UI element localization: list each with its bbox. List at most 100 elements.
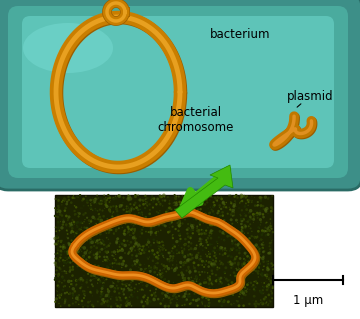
Point [143,193,148,198]
Point [189,252,194,257]
Point [145,220,151,226]
Point [141,275,147,280]
Point [221,298,227,303]
Point [95,263,101,269]
Point [180,215,186,220]
Point [65,251,71,256]
Point [110,211,116,216]
Point [177,233,183,238]
Point [116,278,121,283]
Point [111,231,117,236]
Point [199,231,205,236]
Point [76,302,82,307]
Point [97,224,103,229]
Point [265,267,271,272]
Point [93,221,99,226]
Point [239,296,245,301]
Point [196,239,202,244]
Point [81,261,87,266]
Point [124,299,130,304]
Point [221,218,227,223]
Point [84,248,90,253]
Point [106,230,112,235]
Point [129,292,134,297]
Point [109,279,115,284]
Point [89,273,95,278]
Point [190,204,195,209]
Point [113,228,119,234]
Point [163,264,168,269]
Point [270,286,275,291]
Point [238,213,244,218]
Point [84,226,90,231]
Point [238,229,244,234]
Point [216,276,221,281]
Point [235,220,240,225]
Point [115,213,121,218]
Point [165,290,171,295]
Point [101,300,107,305]
Point [197,272,203,278]
Point [136,270,141,275]
Point [58,239,64,244]
Point [171,292,177,297]
Point [56,284,62,289]
Point [101,296,107,301]
Point [138,251,144,256]
Point [82,217,88,222]
Point [94,275,100,280]
Point [112,275,118,280]
Point [261,280,267,286]
Point [238,268,243,273]
Point [156,246,162,251]
Point [76,277,82,282]
Point [147,288,153,293]
Point [237,279,243,284]
Point [92,196,98,201]
Point [181,293,187,299]
Point [265,226,270,231]
Point [72,256,78,261]
Point [240,262,246,267]
Point [80,221,86,226]
Point [235,264,241,270]
Point [230,241,235,246]
Point [176,219,182,224]
Point [78,227,84,232]
Point [76,243,81,249]
Point [99,286,105,291]
Point [164,294,170,299]
Point [241,292,247,297]
Point [202,270,207,275]
Point [182,217,188,222]
Point [254,270,260,275]
Point [188,301,193,307]
Point [129,221,135,226]
Point [122,221,128,226]
Point [52,261,58,266]
Point [104,258,110,263]
Point [107,208,113,213]
Point [244,194,250,199]
Point [211,229,217,234]
Point [113,194,118,199]
Point [238,218,244,223]
Point [55,239,61,244]
Point [214,222,220,227]
Point [113,196,118,201]
Point [156,253,162,258]
Point [172,200,177,205]
Point [165,213,171,218]
Point [199,217,205,222]
Point [67,284,72,289]
Point [212,293,218,298]
Point [99,289,104,294]
Point [116,193,121,198]
Point [237,241,242,247]
Point [171,210,177,215]
Point [124,272,130,277]
Point [160,243,166,248]
Point [158,275,164,280]
Point [115,286,121,291]
Point [136,265,142,270]
